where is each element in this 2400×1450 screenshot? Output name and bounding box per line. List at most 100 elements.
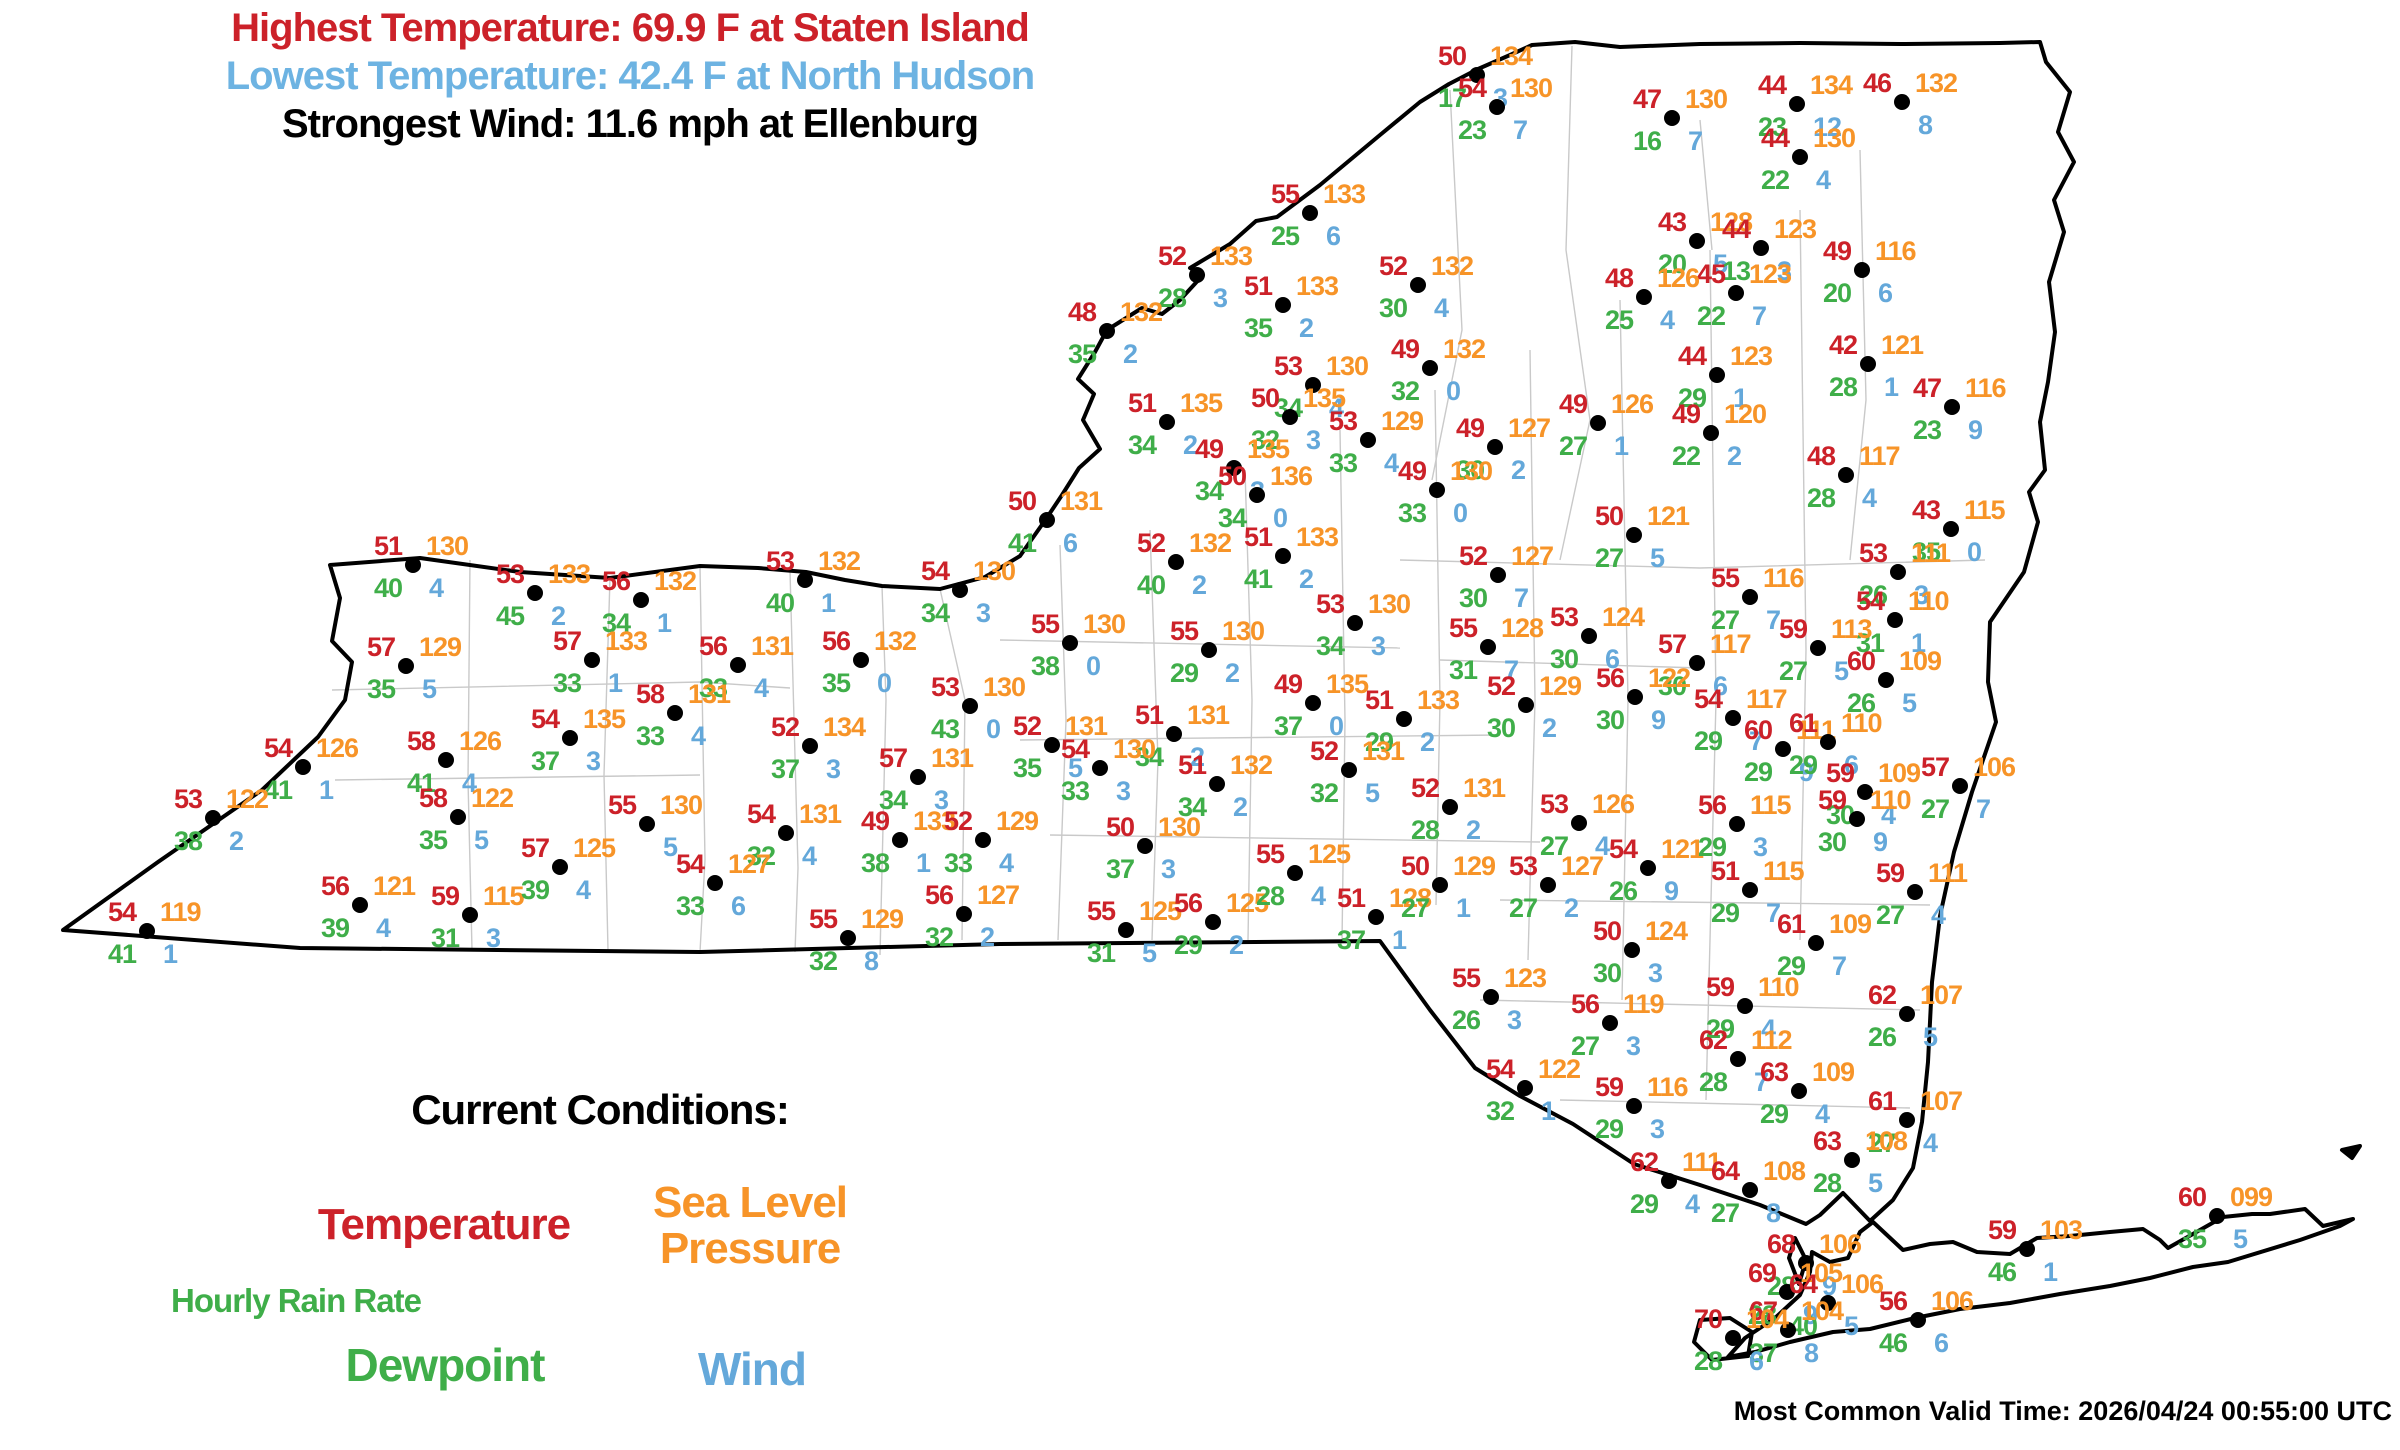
station-dewpoint: 30 (1379, 293, 1407, 323)
station-dot (1039, 512, 1055, 528)
station: 46 132 8 (1863, 68, 1958, 140)
station-pressure: 130 (1510, 73, 1552, 103)
station: 59 110 29 4 (1706, 972, 1800, 1044)
station: 61 107 27 4 (1868, 1086, 1963, 1158)
station-temperature: 52 (944, 806, 972, 836)
station-dot (1624, 942, 1640, 958)
station-dewpoint: 29 (1174, 930, 1203, 960)
station-dewpoint: 43 (931, 714, 960, 744)
station-dewpoint: 37 (1106, 854, 1134, 884)
station-wind: 0 (986, 714, 1000, 744)
station-dewpoint: 37 (1337, 925, 1365, 955)
station-temperature: 55 (809, 904, 838, 934)
station: 51 133 41 2 (1244, 522, 1340, 594)
station-wind: 9 (1822, 1271, 1837, 1301)
station: 60 109 26 5 (1847, 646, 1943, 718)
station-dot (1907, 884, 1923, 900)
station-dot (1689, 655, 1705, 671)
station-wind: 2 (1564, 893, 1578, 923)
station-dewpoint: 22 (1761, 165, 1789, 195)
station: 56 127 32 2 (925, 880, 1020, 952)
station-dot (1952, 778, 1968, 794)
station-pressure: 120 (1724, 399, 1766, 429)
station-pressure: 129 (861, 904, 904, 934)
station-wind: 4 (1311, 881, 1326, 911)
station: 54 127 33 6 (676, 849, 771, 921)
station-dewpoint: 40 (766, 588, 794, 618)
station-wind: 1 (1456, 893, 1471, 923)
station: 44 134 23 12 (1758, 70, 1854, 142)
station-wind: 2 (1466, 815, 1480, 845)
station-pressure: 116 (1875, 236, 1917, 266)
station-dot (1422, 360, 1438, 376)
station-temperature: 60 (1744, 715, 1772, 745)
station-dewpoint: 32 (809, 946, 837, 976)
station-pressure: 130 (1158, 812, 1200, 842)
station-wind: 1 (319, 775, 334, 805)
station: 47 130 16 7 (1633, 84, 1728, 156)
station-temperature: 53 (1550, 602, 1579, 632)
station-pressure: 130 (1113, 734, 1155, 764)
station-dot (707, 875, 723, 891)
station-dot (1483, 989, 1499, 1005)
station-dewpoint: 13 (1722, 256, 1751, 286)
county-line (1699, 119, 1713, 251)
station-temperature: 53 (1274, 351, 1303, 381)
station-dewpoint: 45 (496, 601, 525, 631)
station-pressure: 135 (1247, 434, 1290, 464)
station-dewpoint: 29 (1711, 898, 1740, 928)
station-temperature: 61 (1868, 1086, 1897, 1116)
station-temperature: 59 (1876, 858, 1905, 888)
station-dewpoint: 33 (676, 891, 705, 921)
station-dewpoint: 41 (1244, 564, 1273, 594)
station-dot (1287, 865, 1303, 881)
station-pressure: 125 (573, 833, 616, 863)
station-wind: 4 (1815, 1099, 1830, 1129)
station-wind: 5 (422, 674, 437, 704)
station-wind: 4 (1384, 448, 1399, 478)
station-dot (840, 930, 856, 946)
station-temperature: 59 (1818, 785, 1847, 815)
station-wind: 5 (1868, 1168, 1883, 1198)
station-dot (1791, 1083, 1807, 1099)
station: 55 116 27 7 (1711, 563, 1806, 635)
station-pressure: 110 (1870, 785, 1911, 815)
station-dewpoint: 31 (1856, 628, 1885, 658)
station-dot (1728, 285, 1744, 301)
station: 53 132 40 1 (766, 546, 861, 618)
station-wind: 5 (663, 832, 678, 862)
station: 49 132 32 0 (1391, 334, 1486, 406)
station-dot (910, 769, 926, 785)
station: 52 129 30 2 (1487, 671, 1583, 743)
station-temperature: 49 (1672, 399, 1701, 429)
station-pressure: 121 (1647, 501, 1690, 531)
station-dewpoint: 38 (861, 848, 890, 878)
station-dot (1943, 521, 1959, 537)
station-dot (1205, 914, 1221, 930)
station-dewpoint: 40 (374, 573, 402, 603)
station: 59 115 31 3 (431, 881, 526, 953)
station: 49 130 33 0 (1398, 456, 1493, 528)
station-pressure: 132 (1189, 528, 1231, 558)
station: 55 130 29 2 (1170, 616, 1265, 688)
ny-mainland-outline (61, 40, 2076, 1226)
station-dewpoint: 46 (1879, 1328, 1908, 1358)
station-dewpoint: 20 (1658, 249, 1686, 279)
station-dot (1571, 815, 1587, 831)
station: 48 117 28 4 (1807, 441, 1901, 513)
station-dot (1709, 367, 1725, 383)
station-wind: 5 (1713, 249, 1728, 279)
station: 51 131 34 2 (1135, 700, 1231, 772)
station: 56 132 34 1 (602, 566, 697, 638)
station-temperature: 57 (521, 833, 549, 863)
station-dot (352, 897, 368, 913)
station-dewpoint: 26 (1452, 1005, 1481, 1035)
station-pressure: 126 (459, 726, 502, 756)
station-wind: 9 (1873, 827, 1888, 857)
station-pressure: 127 (1508, 413, 1550, 443)
station-temperature: 49 (1559, 389, 1588, 419)
county-line (334, 774, 701, 781)
station-dewpoint: 29 (1694, 726, 1723, 756)
